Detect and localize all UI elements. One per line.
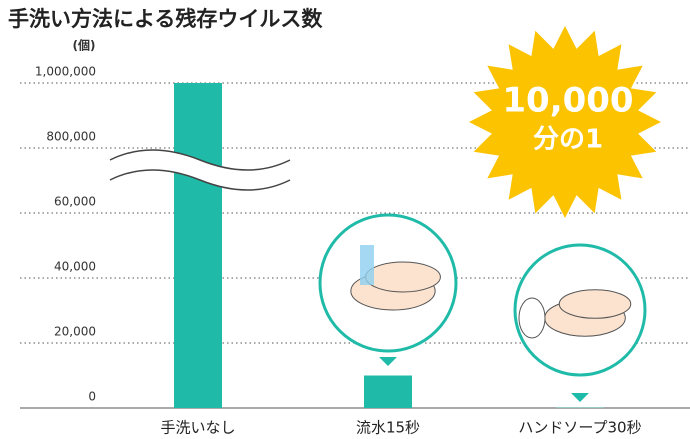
y-tick-label: 800,000: [46, 130, 96, 144]
pointer: [571, 393, 589, 402]
axis-break: [110, 150, 290, 190]
chart-title: 手洗い方法による残存ウイルス数: [8, 7, 323, 31]
y-tick-label: 60,000: [54, 195, 96, 209]
pointer: [379, 357, 397, 366]
hand: [558, 289, 632, 319]
break-line: [109, 149, 291, 171]
y-tick-label: 0: [88, 390, 96, 404]
x-tick-label: 手洗いなし: [160, 419, 235, 437]
y-tick-label: 1,000,000: [35, 65, 96, 79]
badge-star: [469, 26, 661, 218]
x-tick-label: 流水15秒: [356, 419, 420, 437]
soap-bottle: [518, 297, 546, 339]
badge-text: 分の1: [533, 125, 603, 155]
badge-number: 10,000: [502, 81, 633, 121]
y-tick-label: 20,000: [54, 325, 96, 339]
bar: [174, 83, 222, 408]
x-tick-label: ハンドソープ30秒: [518, 419, 641, 437]
y-tick-label: 40,000: [54, 260, 96, 274]
bar: [364, 375, 412, 408]
faucet-water: [360, 245, 374, 285]
hand: [365, 261, 441, 293]
y-unit: (個): [73, 38, 96, 53]
break-line: [109, 169, 291, 191]
